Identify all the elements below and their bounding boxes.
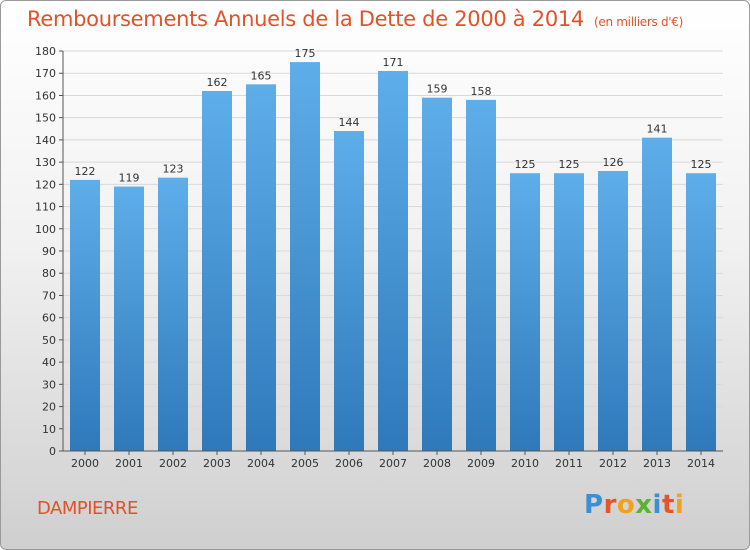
x-tick-label-2001: 2001 [115,457,143,470]
logo-letter: o [616,490,636,520]
bar-2009 [466,99,496,451]
x-tick-label-2005: 2005 [291,457,319,470]
y-tick-label: 100 [35,223,56,236]
bar-2006 [334,131,364,451]
bar-2012 [598,171,628,451]
chart-title: Remboursements Annuels de la Dette de 20… [27,7,684,31]
logo-letter: i [652,490,662,520]
bar-2003 [202,91,232,451]
x-tick-label-2012: 2012 [599,457,627,470]
y-tick-label: 160 [35,89,56,102]
y-tick-label: 150 [35,112,56,125]
value-label-2009: 158 [471,85,492,98]
bar-2005 [290,62,320,451]
bar-2011 [554,173,584,451]
proxiti-logo: Proxiti [584,490,684,520]
value-label-2013: 141 [647,123,668,136]
value-label-2006: 144 [339,116,360,129]
y-tick-label: 170 [35,67,56,80]
bar-2001 [114,186,144,452]
x-tick-label-2003: 2003 [203,457,231,470]
y-tick-label: 70 [42,289,56,302]
x-tick-label-2010: 2010 [511,457,539,470]
bar-2002 [158,177,188,451]
logo-letter: i [674,490,685,520]
y-tick-label: 130 [35,156,56,169]
x-tick-label-2007: 2007 [379,457,407,470]
x-tick-label-2008: 2008 [423,457,451,470]
x-tick-label-2011: 2011 [555,457,583,470]
y-tick-label: 20 [42,401,56,414]
value-label-2005: 175 [295,47,316,60]
y-tick-label: 10 [42,423,56,436]
logo-letter: P [584,490,604,520]
commune-name: DAMPIERRE [37,498,138,519]
x-axis: 2000 2001 2002 2003 2004 2005 2006 2007 2008 2009… [63,450,723,470]
bar-2007 [378,71,408,451]
value-label-2001: 119 [119,172,140,185]
value-label-2002: 123 [163,163,184,176]
y-tick-label: 40 [42,356,56,369]
x-tick-label-2013: 2013 [643,457,671,470]
y-tick-label: 110 [35,201,56,214]
logo-letter: r [603,490,617,520]
y-tick-label: 30 [42,378,56,391]
bar-2008 [422,97,452,452]
logo-letter: t [661,490,675,520]
x-tick-label-2004: 2004 [247,457,275,470]
value-label-2012: 126 [603,156,624,169]
bar-2000 [70,179,100,451]
y-tick-label: 0 [49,445,56,458]
y-tick-label: 140 [35,134,56,147]
value-label-2007: 171 [383,56,404,69]
y-tick-label: 50 [42,334,56,347]
y-tick-label: 60 [42,312,56,325]
x-tick-label-2002: 2002 [159,457,187,470]
y-tick-label: 90 [42,245,56,258]
x-tick-label-2009: 2009 [467,457,495,470]
x-tick-label-2000: 2000 [71,457,99,470]
x-tick-label-2014: 2014 [687,457,715,470]
y-tick-label: 120 [35,178,56,191]
value-label-2000: 122 [75,165,96,178]
value-label-2004: 165 [251,69,272,82]
value-label-2008: 159 [427,83,448,96]
y-axis: 0 10 20 30 40 50 60 70 80 90 100 110 120 130 140 150 160… [35,45,64,458]
bars: 122 119 123 162 165 175 144 171 159 158 125 125 126 1… [70,47,716,452]
unit-note: (en milliers d'€) [594,15,684,29]
x-tick-label-2006: 2006 [335,457,363,470]
value-label-2010: 125 [515,158,536,171]
bar-2004 [246,84,276,451]
y-tick-label: 80 [42,267,56,280]
value-label-2014: 125 [691,158,712,171]
bar-2010 [510,173,540,451]
value-label-2003: 162 [207,76,228,89]
logo-letter: x [635,490,653,520]
value-label-2011: 125 [559,158,580,171]
bar-2014 [686,173,716,451]
bar-2013 [642,137,672,451]
y-tick-label: 180 [35,45,56,58]
